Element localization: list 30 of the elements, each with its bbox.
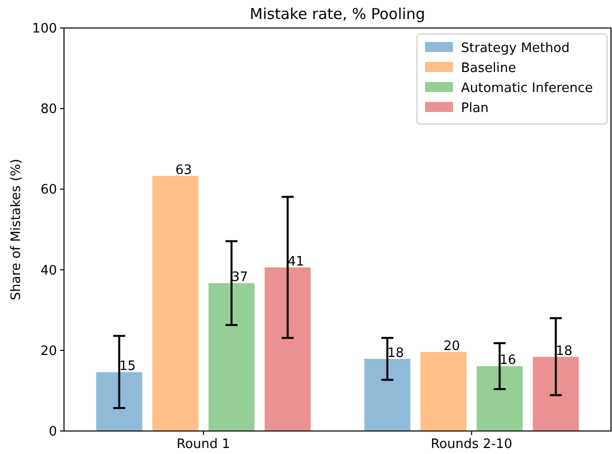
bar xyxy=(476,366,523,431)
y-tick-label: 80 xyxy=(40,102,57,118)
data-label: 18 xyxy=(556,344,572,359)
bar xyxy=(96,372,142,431)
data-label: 15 xyxy=(119,359,136,374)
y-tick-label: 40 xyxy=(40,263,57,278)
data-label: 63 xyxy=(175,162,192,178)
bar xyxy=(208,283,255,431)
x-tick-label: Round 1 xyxy=(176,437,230,452)
bar xyxy=(152,176,198,431)
data-label: 37 xyxy=(232,270,248,286)
y-tick-label: 20 xyxy=(40,344,57,359)
y-tick-label: 0 xyxy=(48,424,57,440)
bar xyxy=(364,358,410,431)
data-label: 20 xyxy=(443,339,460,354)
data-label: 16 xyxy=(500,353,516,368)
legend-label: Strategy Method xyxy=(461,41,570,56)
legend-label: Baseline xyxy=(461,61,516,76)
chart-title: Mistake rate, % Pooling xyxy=(250,5,426,23)
y-axis-title: Share of Mistakes (%) xyxy=(9,158,24,300)
legend-label: Automatic Inference xyxy=(461,81,593,96)
data-label: 41 xyxy=(288,254,304,270)
bar xyxy=(264,267,311,431)
y-tick-label: 100 xyxy=(32,22,57,36)
bar xyxy=(420,352,467,431)
bar xyxy=(532,356,579,431)
x-tick-label: Rounds 2-10 xyxy=(430,437,512,452)
y-tick-label: 60 xyxy=(40,182,57,198)
legend-label: Plan xyxy=(461,101,489,116)
data-label: 18 xyxy=(387,346,404,361)
